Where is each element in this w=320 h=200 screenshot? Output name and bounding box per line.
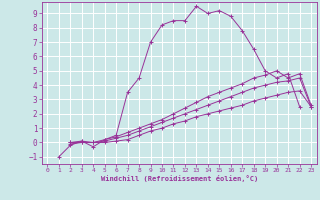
X-axis label: Windchill (Refroidissement éolien,°C): Windchill (Refroidissement éolien,°C) bbox=[100, 175, 258, 182]
